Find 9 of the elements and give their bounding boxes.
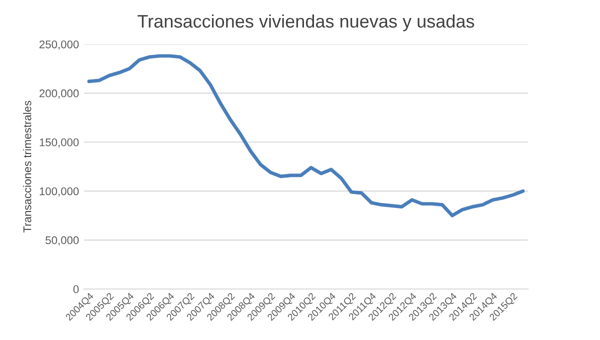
y-tick-label: 150,000 [40,138,79,148]
y-tick-label: 50,000 [46,236,79,246]
y-tick-label: 200,000 [40,89,79,99]
line-series [87,54,525,218]
chart-title: Transacciones viviendas nuevas y usadas [138,14,474,32]
y-tick-label: 0 [73,285,79,294]
y-axis-title: Transacciones trimestrales [23,100,32,233]
y-tick-label: 250,000 [40,40,79,50]
y-tick-label: 100,000 [40,187,79,197]
